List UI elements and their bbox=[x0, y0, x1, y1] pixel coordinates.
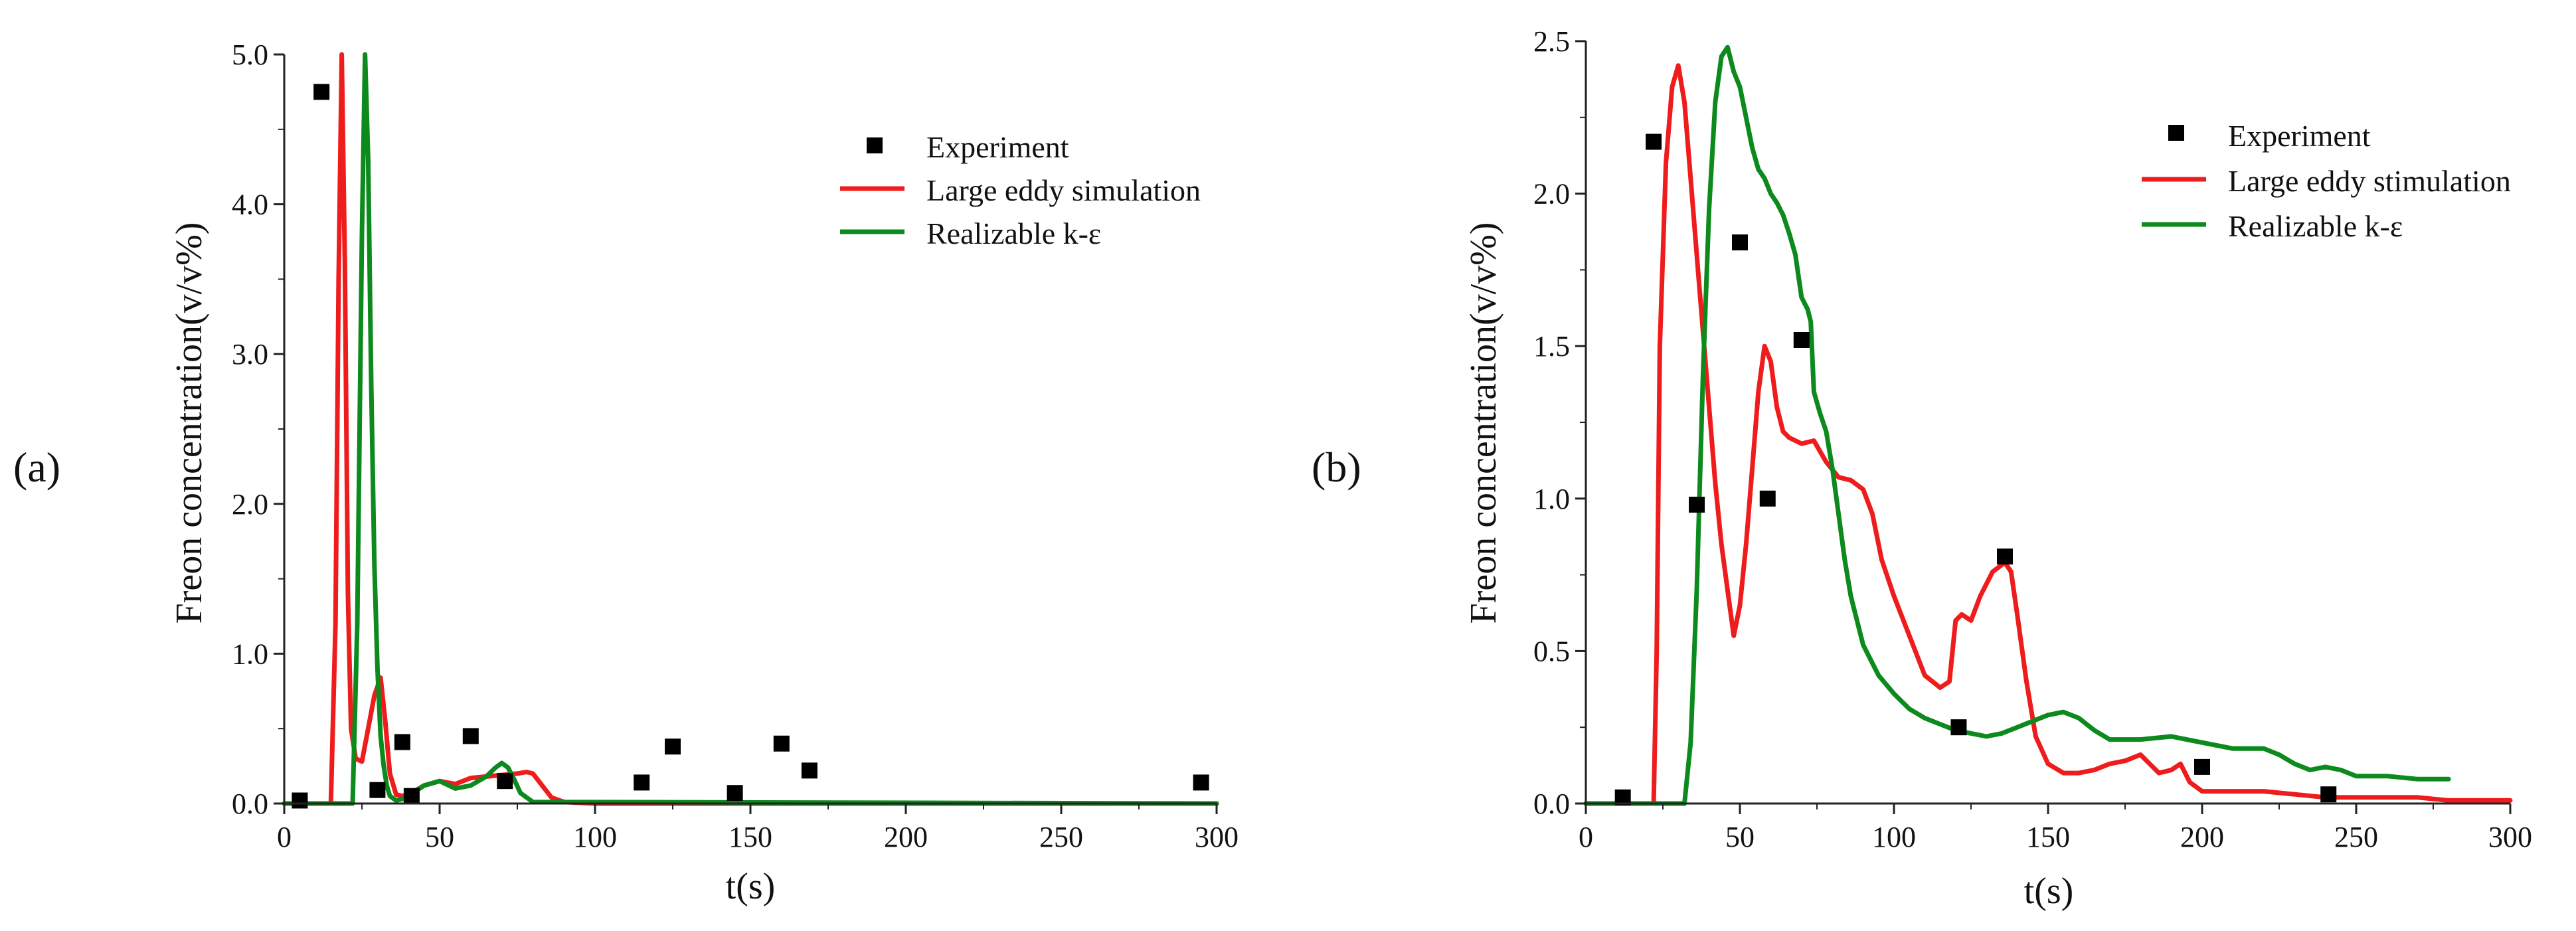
legend-experiment-label: Experiment bbox=[926, 130, 1069, 164]
x-axis-title-a: t(s) bbox=[726, 866, 776, 907]
les-line-a bbox=[282, 52, 1219, 806]
x-tick-label-a: 0 bbox=[277, 821, 292, 853]
experiment-point-a bbox=[313, 84, 330, 100]
rke-line-a bbox=[282, 52, 1219, 806]
y-tick-label-b: 2.5 bbox=[1533, 25, 1570, 58]
x-tick-label-b: 0 bbox=[1579, 821, 1593, 853]
experiment-point-a bbox=[634, 774, 650, 791]
les-line-b bbox=[1583, 63, 2513, 806]
experiment-point-a bbox=[801, 762, 817, 779]
y-tick-label-a: 4.0 bbox=[232, 189, 268, 221]
experiment-point-a bbox=[394, 734, 410, 750]
experiment-point-b bbox=[1689, 496, 1705, 513]
y-tick-label-b: 1.5 bbox=[1533, 330, 1570, 363]
legend-experiment-marker bbox=[2168, 125, 2184, 141]
y-tick-label-a: 5.0 bbox=[232, 39, 268, 71]
y-tick-label-a: 1.0 bbox=[232, 637, 268, 670]
experiment-point-b bbox=[1997, 549, 2014, 565]
x-tick-label-a: 50 bbox=[425, 821, 454, 853]
x-tick-label-a: 200 bbox=[884, 821, 928, 853]
y-tick-label-b: 1.0 bbox=[1533, 483, 1570, 515]
y-tick-label-a: 0.0 bbox=[232, 788, 268, 820]
experiment-point-a bbox=[1193, 774, 1209, 791]
y-tick-label-a: 3.0 bbox=[232, 338, 268, 371]
x-tick-label-b: 300 bbox=[2488, 821, 2532, 853]
legend-rke-label: Realizable k-ε bbox=[2228, 209, 2403, 243]
legend-rke-label: Realizable k-ε bbox=[926, 216, 1101, 250]
x-axis-title-b: t(s) bbox=[2024, 871, 2074, 912]
experiment-point-a bbox=[665, 738, 681, 755]
x-tick-label-b: 150 bbox=[2026, 821, 2070, 853]
experiment-point-b bbox=[1950, 719, 1967, 736]
plot-area-b: 0 50 100 150 200 250 300 0.0 0.5 1.0 1.5 2.0 2.5 bbox=[1533, 25, 2532, 853]
y-axis-title-a: Freon concentration(v/v%) bbox=[169, 222, 210, 624]
legend-les-label: Large eddy simulation bbox=[926, 173, 1201, 207]
experiment-point-b bbox=[2194, 758, 2210, 775]
experiment-point-b bbox=[1646, 133, 1662, 150]
panel-label-a: (a) bbox=[13, 444, 60, 491]
experiment-point-a bbox=[727, 785, 743, 802]
y-tick-label-b: 0.0 bbox=[1533, 788, 1570, 820]
plot-area-a: 0 50 100 150 200 250 300 0.0 1.0 2.0 3.0 4.0 5.0 bbox=[232, 39, 1239, 853]
x-tick-label-b: 100 bbox=[1872, 821, 1916, 853]
legend-b: Experiment Large eddy stimulation Realiz… bbox=[2142, 119, 2511, 243]
x-tick-label-a: 100 bbox=[573, 821, 617, 853]
experiment-point-a bbox=[292, 792, 308, 809]
experiment-point-a bbox=[369, 782, 386, 798]
legend-experiment-marker bbox=[867, 137, 883, 153]
experiment-point-b bbox=[1732, 234, 1748, 251]
legend-les-label: Large eddy stimulation bbox=[2228, 164, 2511, 198]
legend-experiment-label: Experiment bbox=[2228, 119, 2371, 153]
panel-b: (b) Freon concentration(v/v%) t(s) 0 50 10… bbox=[1312, 25, 2532, 912]
x-tick-label-b: 250 bbox=[2334, 821, 2378, 853]
x-tick-label-a: 150 bbox=[729, 821, 772, 853]
x-tick-label-a: 300 bbox=[1195, 821, 1239, 853]
experiment-point-b bbox=[2320, 786, 2337, 803]
rke-line-b bbox=[1583, 44, 2451, 806]
panel-a: (a) Freon concentration(v/v%) t(s) 0 50 10… bbox=[13, 39, 1239, 907]
experiment-point-b bbox=[1759, 490, 1776, 507]
experiment-point-a bbox=[462, 728, 479, 744]
x-tick-label-b: 200 bbox=[2180, 821, 2224, 853]
panel-label-b: (b) bbox=[1312, 444, 1361, 491]
y-tick-label-b: 2.0 bbox=[1533, 178, 1570, 211]
experiment-point-b bbox=[1793, 332, 1810, 349]
y-tick-label-a: 2.0 bbox=[232, 488, 268, 521]
experiment-point-a bbox=[497, 773, 513, 790]
legend-a: Experiment Large eddy simulation Realiza… bbox=[840, 130, 1201, 250]
y-axis-title-b: Freon concentration(v/v%) bbox=[1463, 222, 1504, 624]
x-tick-label-b: 50 bbox=[1725, 821, 1755, 853]
experiment-point-a bbox=[403, 788, 420, 804]
y-tick-label-b: 0.5 bbox=[1533, 635, 1570, 667]
x-tick-label-a: 250 bbox=[1039, 821, 1083, 853]
experiment-point-a bbox=[773, 735, 790, 752]
